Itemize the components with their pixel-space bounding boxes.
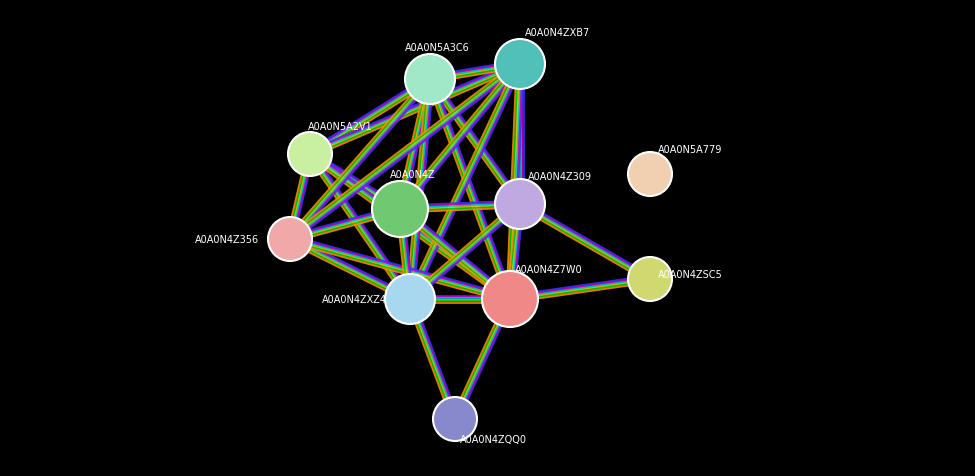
Circle shape: [385, 275, 435, 324]
Circle shape: [288, 133, 332, 177]
Circle shape: [628, 258, 672, 301]
Text: A0A0N5A2V1: A0A0N5A2V1: [308, 122, 372, 132]
Text: A0A0N4ZQQ0: A0A0N4ZQQ0: [460, 434, 527, 444]
Circle shape: [268, 218, 312, 261]
Circle shape: [495, 40, 545, 90]
Circle shape: [405, 55, 455, 105]
Text: A0A0N4ZXZ4: A0A0N4ZXZ4: [322, 294, 387, 304]
Text: A0A0N4Z7W0: A0A0N4Z7W0: [515, 265, 583, 275]
Text: A0A0N4Z: A0A0N4Z: [390, 169, 436, 179]
Text: A0A0N4Z356: A0A0N4Z356: [195, 235, 259, 245]
Circle shape: [433, 397, 477, 441]
Text: A0A0N4Z309: A0A0N4Z309: [528, 172, 592, 182]
Circle shape: [372, 182, 428, 238]
Circle shape: [482, 271, 538, 327]
Text: A0A0N5A3C6: A0A0N5A3C6: [405, 43, 470, 53]
Circle shape: [495, 179, 545, 229]
Text: A0A0N4ZXB7: A0A0N4ZXB7: [525, 28, 590, 38]
Text: A0A0N4ZSC5: A0A0N4ZSC5: [658, 269, 722, 279]
Circle shape: [628, 153, 672, 197]
Text: A0A0N5A779: A0A0N5A779: [658, 145, 722, 155]
